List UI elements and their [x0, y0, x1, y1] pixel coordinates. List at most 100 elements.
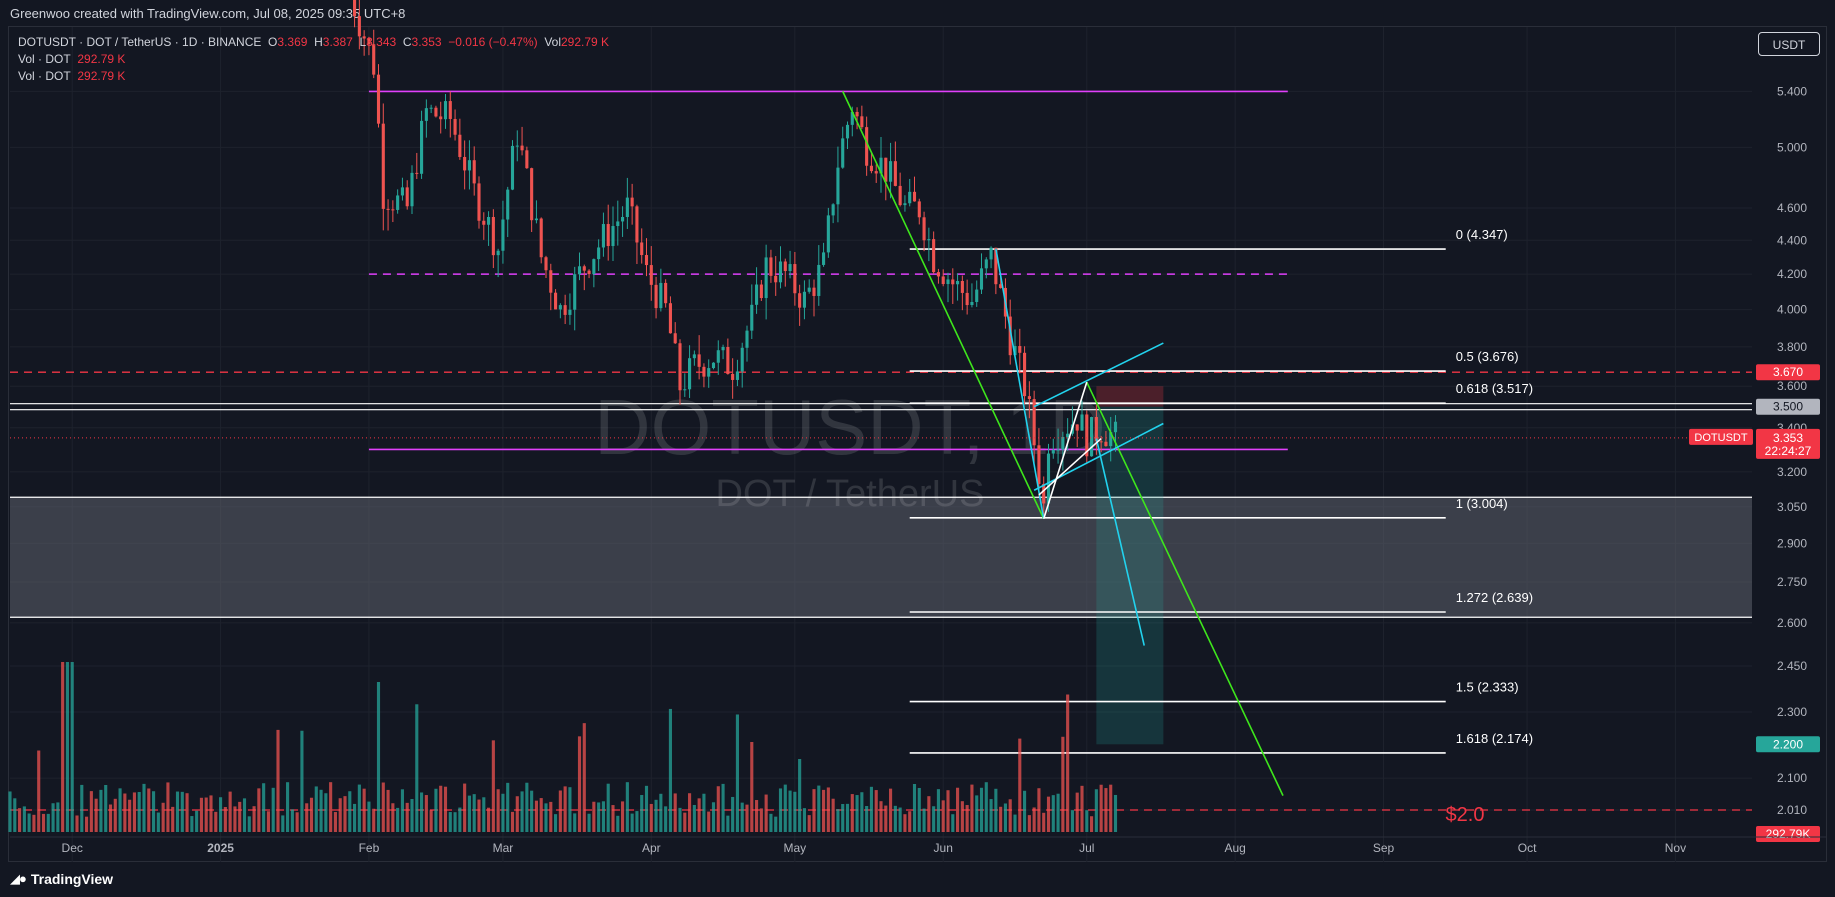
legend-symbol: DOTUSDT · DOT / TetherUS · 1D · BINANCE — [18, 35, 262, 49]
volume-bar — [582, 723, 586, 832]
last-price-badge-bg — [1756, 428, 1820, 459]
volume-bar — [391, 803, 395, 832]
volume-bar — [219, 797, 223, 832]
volume-bar — [396, 807, 400, 832]
volume-bar — [137, 792, 141, 832]
candle-body — [587, 270, 591, 275]
volume-bar — [688, 793, 692, 832]
candle-body — [941, 276, 945, 285]
volume-bar — [27, 813, 31, 832]
time-tick-Aug: Aug — [1224, 841, 1245, 855]
volume-bar — [415, 704, 419, 832]
candle-body — [1056, 449, 1060, 451]
candle-body — [515, 145, 519, 147]
candle-body — [740, 347, 744, 372]
candle-body — [554, 292, 558, 310]
legend-change: −0.016 (−0.47%) — [448, 35, 538, 49]
volume-bar — [1046, 796, 1051, 832]
volume-bar — [802, 808, 806, 832]
volume-bar — [501, 793, 505, 832]
candle-body — [458, 134, 462, 157]
volume-bar — [1023, 790, 1027, 832]
volume-bar — [769, 813, 773, 832]
volume-bar — [912, 783, 917, 832]
candle-body — [702, 366, 706, 377]
time-tick-May: May — [784, 841, 807, 855]
volume-bar — [65, 662, 69, 832]
volume-bar — [635, 811, 639, 832]
candle-body — [1094, 417, 1098, 442]
candle-body — [362, 36, 366, 39]
volume-bar — [156, 812, 160, 832]
volume-bar — [960, 801, 964, 832]
volume-bar — [99, 789, 103, 832]
volume-bar — [515, 796, 519, 832]
candle-body — [424, 108, 428, 121]
candle-body — [1046, 453, 1051, 504]
volume-bar — [668, 708, 672, 832]
volume-bar — [252, 806, 256, 832]
volume-bar — [1109, 784, 1113, 832]
price-badge-3500: 3.500 — [1773, 400, 1803, 414]
candle-body — [530, 168, 534, 221]
candle-body — [927, 239, 931, 241]
candle-body — [922, 217, 926, 241]
candle-body — [960, 280, 964, 293]
candle-body — [621, 216, 625, 222]
trend-line-green-1 — [1086, 381, 1284, 796]
candle-body — [372, 44, 376, 75]
candle-body — [807, 287, 811, 292]
trend-line-cyan-4 — [1033, 342, 1164, 408]
last-price-badge: 3.353 — [1773, 431, 1803, 445]
volume-bar — [161, 802, 165, 832]
volume-legend-2: Vol · DOT 292.79 K — [18, 69, 125, 83]
volume-bar — [180, 791, 184, 832]
price-tick-label: 2.750 — [1777, 575, 1807, 589]
currency-button[interactable]: USDT — [1758, 32, 1820, 56]
volume-bar — [745, 804, 749, 832]
volume-bar — [831, 798, 835, 832]
volume-bar — [558, 790, 562, 832]
volume-bar — [13, 798, 17, 832]
candle-body — [798, 293, 802, 308]
volume-bar — [257, 788, 261, 832]
candle-body — [496, 250, 500, 256]
candle-body — [429, 107, 433, 109]
candle-body — [640, 242, 644, 256]
volume-bar — [128, 799, 132, 832]
tradingview-logo-icon: ◢● — [10, 871, 27, 886]
candle-body — [577, 266, 582, 275]
volume-bar — [132, 792, 136, 832]
candle-body — [544, 257, 548, 271]
volume-bar — [56, 802, 60, 832]
candle-body — [1099, 441, 1103, 443]
volume-bar — [376, 682, 381, 832]
candle-body — [630, 197, 634, 207]
volume-bar — [1094, 789, 1098, 832]
candle-body — [573, 274, 577, 310]
volume-bar — [568, 787, 572, 832]
candle-body — [611, 226, 615, 247]
candle-body — [353, 0, 357, 17]
tradingview-logo[interactable]: ◢● TradingView — [10, 871, 113, 887]
volume-bar — [443, 786, 448, 832]
candle-body — [956, 280, 960, 285]
candle-body — [721, 346, 725, 351]
volume-bar — [826, 787, 830, 832]
candle-body — [357, 16, 361, 37]
time-tick-Oct: Oct — [1518, 841, 1537, 855]
volume-bar — [673, 793, 677, 832]
legend-vol-label: Vol — [544, 35, 561, 49]
volume-bar — [793, 791, 797, 832]
volume-legend-1: Vol · DOT 292.79 K — [18, 52, 125, 66]
volume-bar — [1051, 795, 1055, 832]
legend-high-value: 3.387 — [322, 35, 353, 49]
candle-body — [989, 247, 993, 260]
candle-body — [692, 354, 696, 359]
candle-body — [879, 157, 883, 174]
volume-bar — [759, 808, 763, 832]
trend-line-green-0 — [841, 91, 1045, 520]
candle-body — [764, 257, 768, 299]
trend-line-white-7 — [1038, 437, 1102, 496]
